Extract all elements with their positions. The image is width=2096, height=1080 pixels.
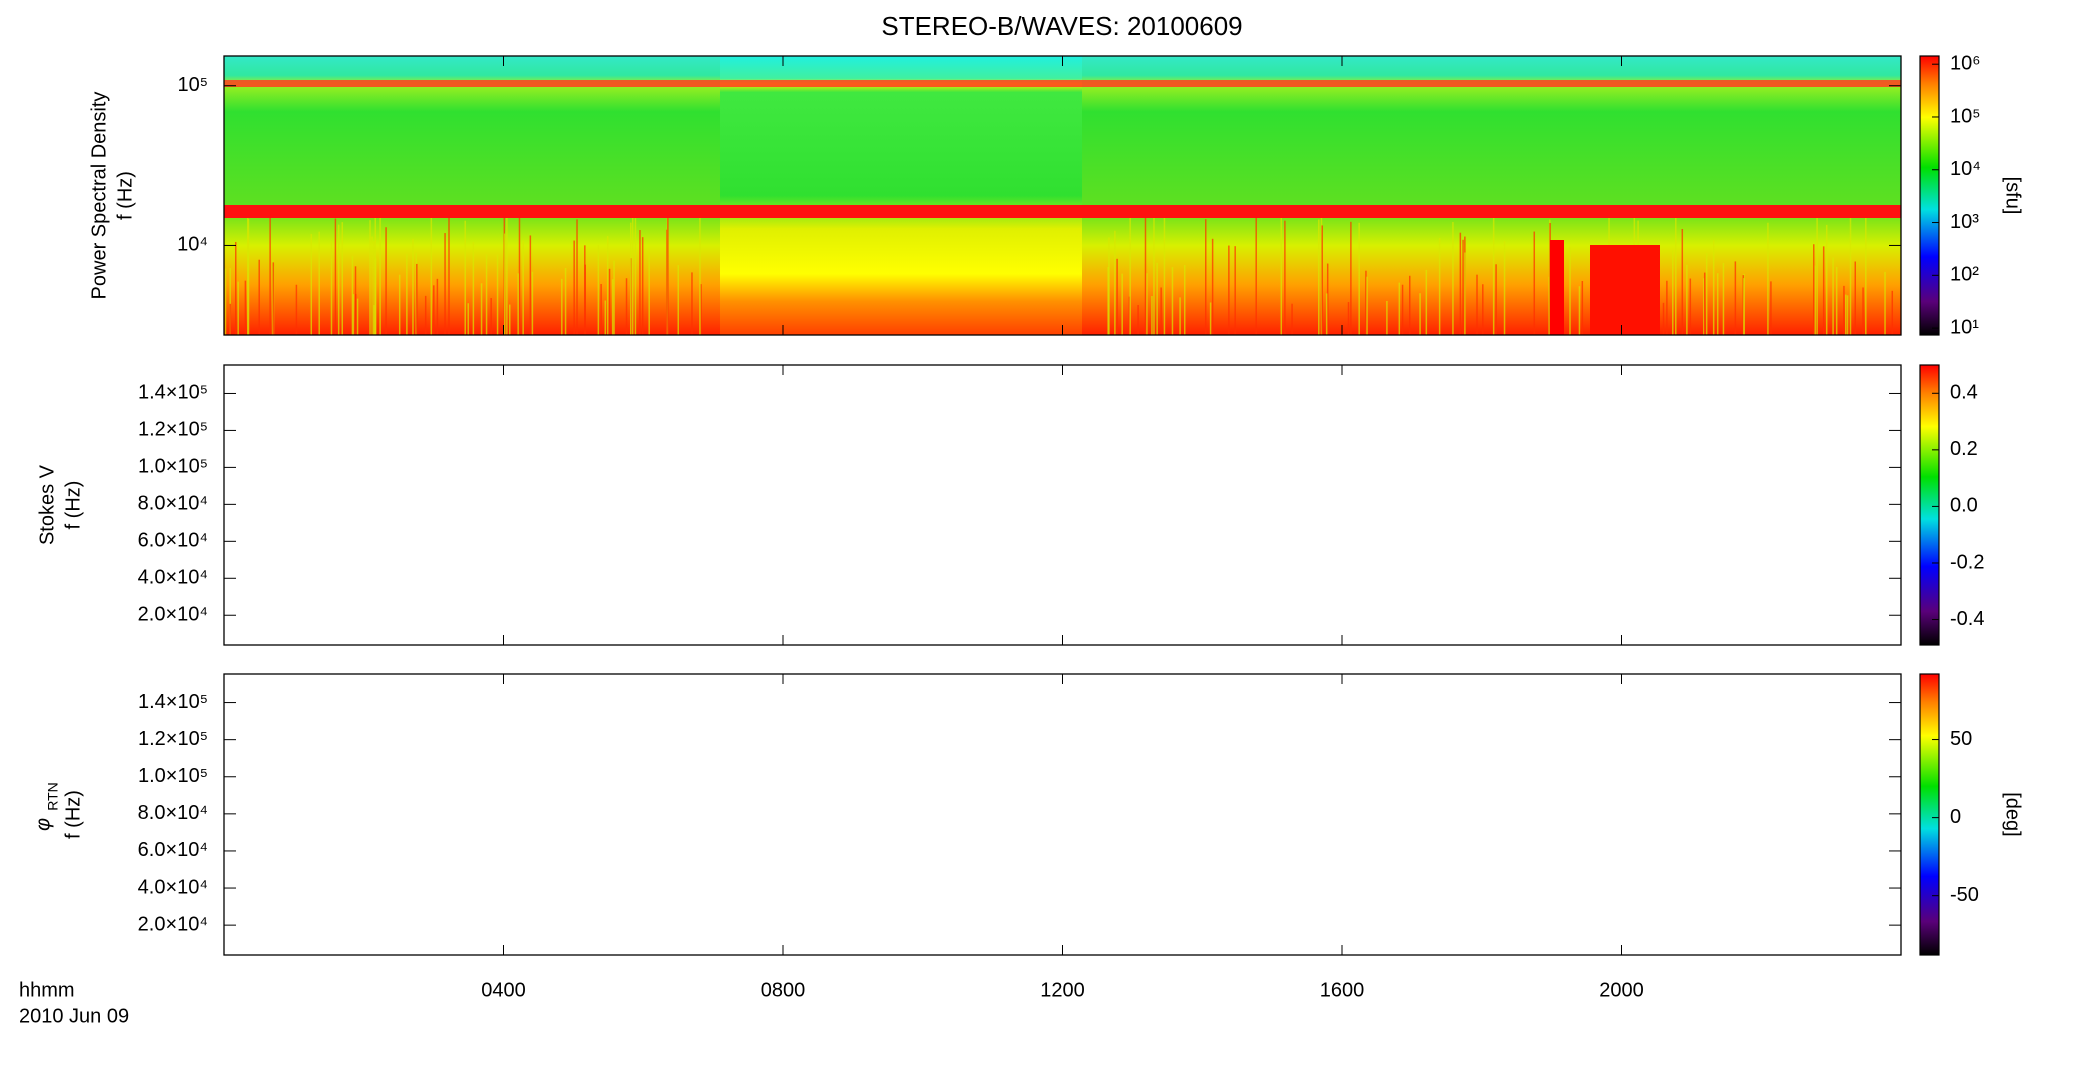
y-tick-label: 6.0×10⁴	[138, 530, 208, 552]
plot-frame	[223, 673, 1902, 956]
colorbar-tick-label: -0.2	[1950, 551, 1984, 573]
y-axis-label: Stokes V	[36, 464, 58, 545]
chart-title: STEREO-B/WAVES: 20100609	[881, 11, 1242, 41]
y-tick-label: 1.2×10⁵	[138, 419, 208, 441]
colorbar-label: [sfu]	[2002, 177, 2024, 215]
colorbar-tick-label: 10⁶	[1950, 52, 1980, 74]
y-tick-label: 1.4×10⁵	[138, 691, 208, 713]
colorbar	[1919, 364, 1940, 646]
y-tick-label: 6.0×10⁴	[138, 839, 208, 861]
x-tick-label: 2000	[1599, 979, 1644, 1001]
x-tick-label: 0800	[761, 979, 806, 1001]
emission-band	[224, 80, 1901, 87]
y-tick-label: 4.0×10⁴	[138, 567, 208, 589]
y-tick-label: 2.0×10⁴	[138, 604, 208, 626]
plot-frame	[223, 364, 1902, 646]
y-axis-label: f (Hz)	[114, 171, 136, 220]
colorbar	[1919, 673, 1940, 956]
y-tick-label: 1.0×10⁵	[138, 765, 208, 787]
emission-band	[224, 205, 1901, 218]
colorbar-tick-label: 0.4	[1950, 382, 1978, 404]
colorbar-tick-label: 10⁵	[1950, 105, 1981, 127]
y-axis-symbol-main: φ	[32, 818, 54, 831]
y-tick-label: 8.0×10⁴	[138, 493, 208, 515]
y-tick-label: 10⁴	[177, 234, 208, 256]
x-tick-label: 0400	[481, 979, 526, 1001]
y-tick-label: 2.0×10⁴	[138, 913, 208, 935]
colorbar-tick-label: 0.0	[1950, 495, 1978, 517]
colorbar-tick-label: 10²	[1950, 264, 1979, 286]
y-tick-label: 1.0×10⁵	[138, 456, 208, 478]
colorbar-tick-label: 50	[1950, 728, 1972, 750]
colorbar-tick-label: 10⁴	[1950, 158, 1981, 180]
burst	[1550, 240, 1564, 335]
x-tick-label: 1200	[1040, 979, 1085, 1001]
y-tick-label: 1.4×10⁵	[138, 382, 208, 404]
y-axis-label: f (Hz)	[62, 481, 84, 530]
burst	[1590, 245, 1660, 335]
y-tick-label: 4.0×10⁴	[138, 876, 208, 898]
colorbar-tick-label: 0.2	[1950, 438, 1978, 460]
colorbar-tick-label: 0	[1950, 806, 1961, 828]
colorbar-tick-label: 10¹	[1950, 316, 1979, 338]
y-axis-symbol: φ RTN	[32, 782, 60, 831]
x-tick-label: 1600	[1320, 979, 1365, 1001]
y-axis-label: Power Spectral Density	[88, 92, 110, 300]
colorbar-tick-label: 10³	[1950, 211, 1979, 233]
y-axis-label: f (Hz)	[62, 790, 84, 839]
y-axis-symbol-sub: RTN	[45, 782, 61, 811]
colorbar	[1919, 55, 1940, 336]
colorbar-tick-label: -0.4	[1950, 608, 1984, 630]
y-tick-label: 1.2×10⁵	[138, 728, 208, 750]
colorbar-label: [deg]	[2002, 792, 2024, 836]
y-tick-label: 8.0×10⁴	[138, 802, 208, 824]
y-tick-label: 10⁵	[177, 74, 208, 96]
colorbar-tick-label: -50	[1950, 884, 1979, 906]
time-label: hhmm	[19, 979, 75, 1001]
date-label: 2010 Jun 09	[19, 1005, 129, 1027]
spectrogram-gap	[720, 56, 1082, 335]
